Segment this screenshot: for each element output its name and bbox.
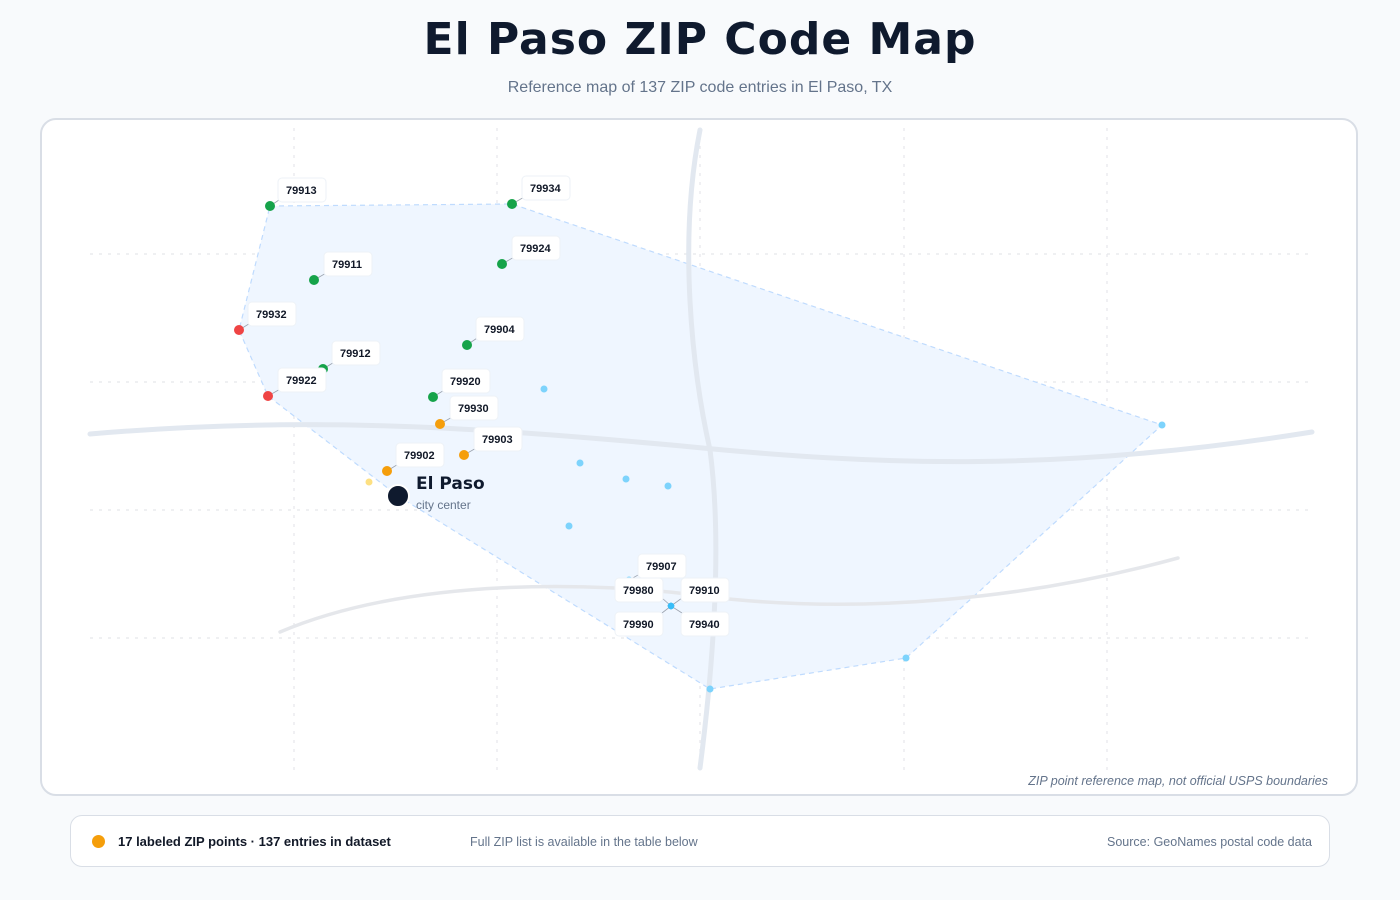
zip-dot <box>382 466 392 476</box>
city-name: El Paso <box>416 474 485 494</box>
zip-point <box>540 385 548 393</box>
zip-label-box <box>614 577 664 603</box>
zip-marker-79924[interactable]: 79924 <box>497 235 561 269</box>
map-grid <box>90 128 1312 770</box>
zip-label-box <box>511 235 561 261</box>
zip-marker-79911[interactable]: 79911 <box>309 251 373 285</box>
zip-dot <box>309 275 319 285</box>
zip-label-box <box>331 340 381 366</box>
zip-marker-79934[interactable]: 79934 <box>507 175 571 209</box>
zip-dot <box>462 340 472 350</box>
page-subtitle: Reference map of 137 ZIP code entries in… <box>507 79 893 96</box>
zip-marker-79980[interactable]: 79980 <box>614 577 675 610</box>
zip-label: 79932 <box>256 309 287 321</box>
zip-label-box <box>395 442 445 468</box>
zip-dot <box>263 391 273 401</box>
zip-point <box>622 475 630 483</box>
zip-label: 79910 <box>689 585 720 597</box>
zip-label: 79920 <box>450 376 481 388</box>
zip-label-box <box>449 395 499 421</box>
zip-point <box>1158 421 1166 429</box>
zip-point <box>664 482 672 490</box>
zip-dot <box>428 392 438 402</box>
labeled-zip-points[interactable]: 79913 79934 79911 79924 79932 79904 79912 79922… <box>234 175 730 637</box>
zip-label: 79902 <box>404 450 435 462</box>
zip-label-box <box>473 426 523 452</box>
zip-label: 79904 <box>484 324 515 336</box>
city-sublabel: city center <box>416 498 471 512</box>
zip-label-box <box>323 251 373 277</box>
zip-marker-79902[interactable]: 79902 <box>382 442 445 476</box>
zip-marker-79904[interactable]: 79904 <box>462 316 525 350</box>
zip-dot <box>507 199 517 209</box>
zip-marker-79912[interactable]: 79912 <box>318 340 381 374</box>
legend-summary: 17 labeled ZIP points · 137 entries in d… <box>118 834 391 849</box>
zip-label-box <box>475 316 525 342</box>
zip-label: 79903 <box>482 434 513 446</box>
zip-dot <box>234 325 244 335</box>
zip-label: 79922 <box>286 375 317 387</box>
city-center-marker[interactable]: El Paso city center <box>386 474 485 512</box>
zip-label-box <box>277 367 327 393</box>
zip-label-box <box>614 611 664 637</box>
zip-label: 79924 <box>520 243 551 255</box>
zip-label: 79907 <box>646 561 677 573</box>
footer-legend-panel: 17 labeled ZIP points · 137 entries in d… <box>70 815 1330 867</box>
city-center-dot <box>386 484 410 508</box>
zip-label: 79911 <box>332 259 362 271</box>
zip-label: 79980 <box>623 585 654 597</box>
zip-dot <box>497 259 507 269</box>
zip-label-box <box>680 611 730 637</box>
zip-dot <box>459 450 469 460</box>
data-source: Source: GeoNames postal code data <box>1107 835 1312 849</box>
table-hint: Full ZIP list is available in the table … <box>470 835 698 849</box>
zip-label: 79940 <box>689 619 720 631</box>
zip-point <box>706 685 714 693</box>
map-note: ZIP point reference map, not official US… <box>1028 774 1328 788</box>
zip-marker-79922[interactable]: 79922 <box>263 367 327 401</box>
zip-dot <box>667 602 675 610</box>
zip-point <box>565 522 573 530</box>
zip-label-box <box>521 175 571 201</box>
zip-label-box <box>441 368 491 394</box>
zip-label: 79912 <box>340 348 371 360</box>
zip-label-box <box>277 177 327 203</box>
zip-label: 79990 <box>623 619 654 631</box>
zip-label: 79930 <box>458 403 489 415</box>
page-title: El Paso ZIP Code Map <box>423 14 977 65</box>
zip-point <box>576 459 584 467</box>
zip-marker-79940[interactable]: 79940 <box>667 602 730 637</box>
zip-marker-79932[interactable]: 79932 <box>234 301 297 335</box>
zip-point <box>365 478 373 486</box>
zip-marker-79920[interactable]: 79920 <box>428 368 491 402</box>
zip-label: 79934 <box>530 183 561 195</box>
map-canvas[interactable]: 79913 79934 79911 79924 79932 79904 79912 79922… <box>42 120 1358 796</box>
zip-point <box>902 654 910 662</box>
zip-label: 79913 <box>286 185 317 197</box>
zip-dot <box>265 201 275 211</box>
zip-marker-79903[interactable]: 79903 <box>459 426 523 460</box>
zip-marker-79930[interactable]: 79930 <box>435 395 499 429</box>
legend-dot-icon <box>92 835 105 848</box>
map-panel[interactable]: 79913 79934 79911 79924 79932 79904 79912 79922… <box>40 118 1358 796</box>
zip-dot <box>435 419 445 429</box>
zip-label-box <box>637 553 687 579</box>
zip-marker-79913[interactable]: 79913 <box>265 177 327 211</box>
zip-label-box <box>680 577 730 603</box>
unlabeled-points <box>365 385 1166 693</box>
zip-label-box <box>247 301 297 327</box>
